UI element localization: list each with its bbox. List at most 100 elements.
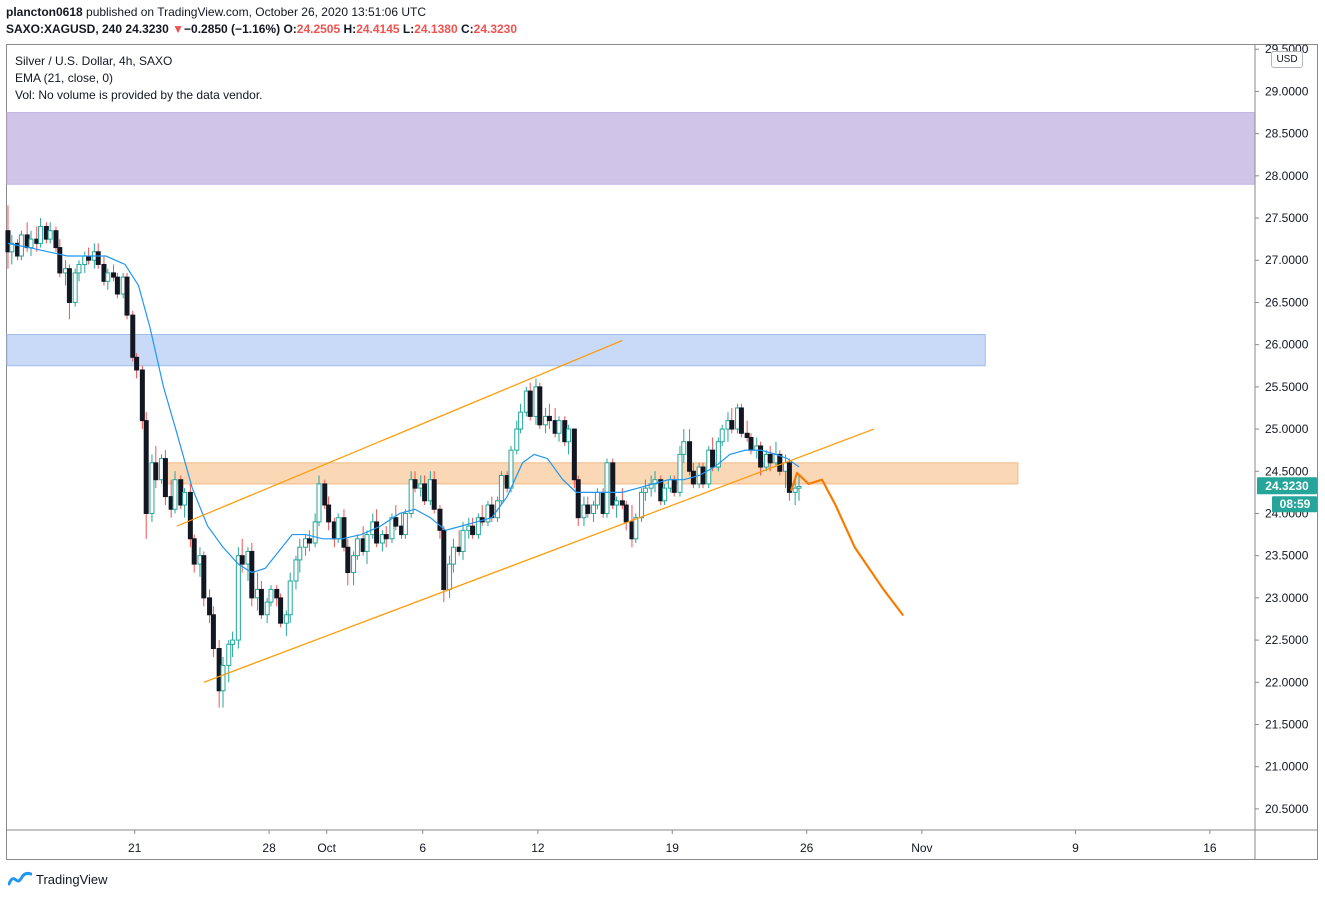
footer-brand[interactable]: TradingView: [8, 871, 108, 887]
candle-body: [470, 525, 476, 536]
candle-body: [408, 479, 414, 514]
y-tick-label: 25.5000: [1265, 380, 1309, 394]
candle-body: [498, 474, 504, 502]
candle-body: [792, 487, 798, 493]
candle-body: [210, 614, 216, 650]
candle-body: [591, 504, 597, 514]
candle-body: [316, 483, 322, 523]
candle: [379, 530, 385, 552]
candle-body: [556, 420, 562, 434]
open-label: O:: [283, 22, 297, 36]
x-tick-label: Oct: [317, 841, 336, 855]
candle: [546, 403, 552, 430]
candle: [182, 488, 188, 518]
candle: [364, 530, 370, 565]
candle-body: [95, 251, 101, 265]
down-arrow-icon: ▼: [172, 22, 185, 36]
y-tick-label: 28.0000: [1265, 169, 1309, 183]
candle-body: [139, 369, 145, 422]
candle-body: [306, 538, 312, 544]
candle-body: [134, 356, 140, 371]
candle-body: [111, 272, 117, 278]
candle-body: [191, 538, 197, 565]
candle-body: [287, 580, 293, 616]
candle: [306, 530, 312, 552]
candle-body: [527, 390, 533, 417]
zone-purple: [6, 112, 1256, 185]
candle: [402, 509, 408, 539]
currency-button[interactable]: USD: [1271, 51, 1303, 68]
candle-body: [230, 639, 236, 645]
y-tick-label: 26.0000: [1265, 338, 1309, 352]
candle: [322, 479, 328, 510]
candle: [354, 534, 360, 560]
tradingview-logo-icon: [8, 871, 32, 886]
candle: [341, 509, 347, 552]
candle: [566, 424, 572, 455]
candle-body: [729, 420, 735, 430]
y-tick-label: 21.5000: [1265, 717, 1309, 731]
zone-blue: [6, 334, 986, 367]
candle: [777, 450, 783, 476]
y-tick-label: 27.5000: [1265, 211, 1309, 225]
author-name[interactable]: plancton0618: [6, 5, 83, 19]
candle: [105, 268, 111, 290]
candle: [604, 458, 610, 518]
candle: [345, 538, 351, 586]
candle-body: [345, 546, 351, 574]
candle-body: [786, 462, 792, 493]
countdown-badge: [1272, 496, 1317, 513]
candle-body: [475, 517, 481, 536]
candle-body: [351, 555, 357, 574]
candle-body: [38, 225, 44, 244]
y-tick-label: 28.5000: [1265, 127, 1309, 141]
candle: [249, 543, 255, 607]
candle-body: [258, 588, 264, 616]
candle: [662, 483, 668, 506]
candle-body: [297, 546, 303, 561]
y-tick-label: 22.0000: [1265, 675, 1309, 689]
candle-body: [124, 276, 130, 316]
y-tick-label: 27.0000: [1265, 253, 1309, 267]
candle-body: [585, 504, 591, 514]
candle-body: [681, 441, 687, 455]
candle: [585, 496, 591, 518]
candle-body: [149, 462, 155, 514]
candle-body: [187, 491, 193, 540]
y-tick-label: 25.0000: [1265, 422, 1309, 436]
candle: [283, 610, 289, 636]
x-tick-label: 26: [800, 841, 814, 855]
candle-body: [322, 483, 328, 506]
candle-body: [604, 462, 610, 514]
candle-body: [153, 462, 159, 481]
candle: [53, 226, 59, 252]
candle-body: [677, 453, 683, 493]
legend-volume: Vol: No volume is provided by the data v…: [15, 88, 263, 102]
candle-body: [47, 230, 53, 240]
candle: [767, 445, 773, 472]
candle-body: [633, 517, 639, 540]
candle-body: [700, 466, 706, 485]
x-tick-label: 9: [1072, 841, 1079, 855]
ema-line: [7, 242, 800, 574]
candle-body: [748, 437, 754, 451]
candle: [153, 445, 159, 489]
low-value: 24.1380: [414, 22, 458, 36]
candle-body: [642, 487, 648, 493]
zone-orange: [164, 462, 1019, 485]
candle: [571, 428, 577, 489]
x-tick-label: 28: [262, 841, 276, 855]
candle-body: [278, 597, 284, 624]
candle: [111, 264, 117, 282]
candle: [498, 471, 504, 506]
candle-body: [383, 534, 389, 540]
candle-body: [777, 453, 783, 472]
candle: [66, 264, 72, 320]
candle: [537, 382, 543, 430]
candle-body: [207, 597, 213, 616]
candle-body: [9, 242, 15, 253]
candle: [792, 479, 798, 506]
candle-body: [571, 428, 577, 481]
candle-body: [744, 432, 750, 439]
